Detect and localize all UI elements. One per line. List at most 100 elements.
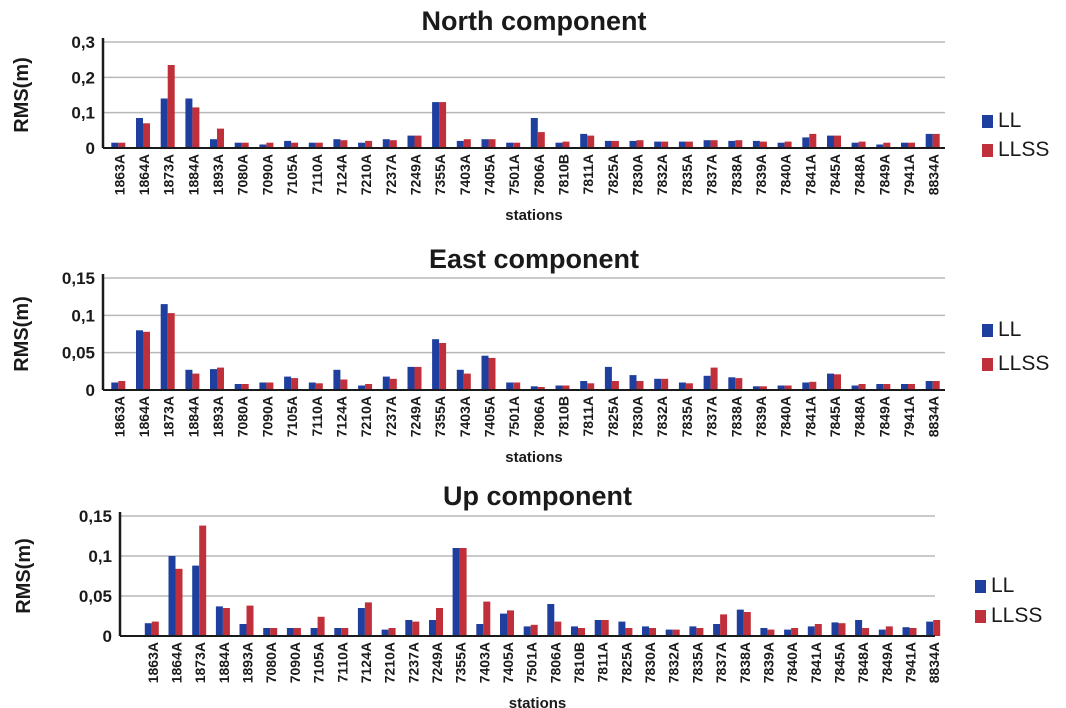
- x-tick-label: 7110A: [334, 642, 350, 682]
- x-tick-label: 7830A: [630, 154, 646, 195]
- bar-llss-7105a: [317, 616, 325, 636]
- bar-ll-7090a: [259, 382, 267, 390]
- bar-llss-1863a: [151, 621, 159, 636]
- x-tick-label: 8834A: [926, 396, 942, 437]
- bar-ll-7825a: [604, 140, 612, 148]
- bar-ll-7838a: [728, 140, 736, 148]
- bar-llss-7237a: [412, 621, 420, 636]
- bar-llss-8834a: [932, 133, 940, 148]
- bar-ll-7810b: [555, 385, 563, 390]
- bar-llss-7811a: [587, 135, 595, 148]
- x-tick-label: 7811A: [595, 642, 611, 682]
- legend-swatch-ll: [975, 580, 986, 593]
- bar-llss-7210a: [365, 140, 373, 148]
- bar-ll-7835a: [678, 141, 686, 148]
- bar-ll-7210a: [381, 629, 389, 636]
- bar-llss-7105a: [291, 378, 299, 390]
- bar-ll-7841a: [802, 137, 810, 148]
- bar-llss-1884a: [222, 608, 230, 636]
- bar-ll-7810b: [555, 142, 563, 148]
- bar-llss-7403a: [463, 139, 471, 148]
- bar-ll-7355a: [432, 102, 440, 148]
- chart-3: Up component 0 0,05 0,1 0,15 RMS(m) 1863A 1864A…: [13, 481, 1042, 708]
- bar-llss-1863a: [118, 381, 126, 390]
- x-tick-label: 7835A: [679, 154, 695, 195]
- x-axis-label: stations: [505, 207, 563, 224]
- bar-llss-1864a: [143, 331, 150, 390]
- x-tick-label: 7080A: [235, 154, 251, 195]
- bar-ll-1864a: [136, 330, 143, 390]
- x-tick-label: 1893A: [210, 154, 226, 195]
- bar-ll-7840a: [777, 142, 785, 148]
- bar-ll-1893a: [210, 139, 217, 148]
- bar-ll-7105a: [310, 628, 318, 636]
- x-tick-label: 7841A: [808, 642, 824, 683]
- x-tick-label: 7848A: [855, 642, 871, 683]
- x-tick-label: 7403A: [457, 396, 473, 437]
- bar-llss-7849a: [883, 142, 891, 148]
- legend-label-llss: LLSS: [998, 138, 1049, 161]
- y-tick-label: 0,1: [71, 306, 95, 325]
- legend-swatch-llss: [982, 144, 993, 157]
- bar-llss-1884a: [192, 373, 200, 390]
- bar-ll-7105a: [284, 376, 292, 390]
- x-tick-label: 1864A: [136, 396, 152, 437]
- bar-ll-7832a: [654, 141, 662, 148]
- y-tick-label: 0,3: [71, 33, 95, 52]
- bar-llss-7090a: [266, 142, 274, 148]
- bar-llss-7825a: [611, 381, 619, 390]
- x-tick-label: 7080A: [263, 642, 279, 683]
- bar-ll-1884a: [185, 369, 193, 390]
- bar-llss-7806a: [554, 621, 562, 636]
- bar-llss-7837a: [710, 140, 718, 148]
- bar-ll-7848a: [851, 142, 859, 148]
- bar-llss-7237a: [389, 378, 397, 390]
- bar-ll-7403a: [456, 369, 464, 390]
- bar-ll-7080a: [234, 142, 242, 148]
- bar-llss-7835a: [685, 141, 693, 148]
- bar-llss-7249a: [414, 366, 422, 390]
- x-tick-label: 7806A: [547, 642, 563, 683]
- x-tick-label: 1864A: [169, 642, 185, 683]
- chart-title: East component: [429, 244, 639, 274]
- bar-llss-7105a: [291, 142, 299, 148]
- bar-llss-7837a: [710, 367, 718, 390]
- x-tick-label: 7840A: [778, 396, 794, 437]
- bar-llss-7839a: [759, 141, 767, 148]
- bar-ll-1873a: [192, 565, 200, 636]
- bar-ll-1863a: [144, 623, 152, 636]
- bar-llss-7810b: [578, 628, 585, 636]
- bar-ll-7941a: [901, 384, 908, 390]
- legend-label-ll: LL: [998, 109, 1021, 132]
- y-tick-label: 0: [86, 381, 95, 400]
- bar-ll-7848a: [851, 385, 859, 390]
- x-tick-label: 7838A: [728, 396, 744, 437]
- bar-ll-7835a: [678, 382, 686, 390]
- bar-ll-8834a: [925, 381, 933, 390]
- x-tick-label: 7210A: [358, 396, 374, 437]
- y-tick-label: 0,15: [62, 269, 95, 288]
- x-tick-label: 7501A: [506, 396, 522, 437]
- bar-ll-7403a: [456, 140, 464, 148]
- y-axis-label: RMS(m): [11, 57, 33, 133]
- bar-llss-7090a: [266, 382, 274, 390]
- x-tick-label: 7249A: [407, 396, 423, 437]
- bar-llss-7110a: [315, 142, 323, 148]
- bar-ll-7835a: [689, 626, 697, 636]
- bar-llss-7830a: [636, 140, 644, 148]
- legend-label-llss: LLSS: [991, 604, 1042, 627]
- bar-ll-1884a: [215, 606, 223, 636]
- x-tick-label: 7405A: [500, 642, 516, 683]
- bar-ll-7105a: [284, 140, 292, 148]
- bar-llss-7405a: [507, 610, 514, 636]
- bar-ll-7237a: [405, 620, 413, 636]
- bar-llss-7355a: [439, 102, 447, 148]
- x-tick-label: 7806A: [531, 154, 547, 195]
- bar-llss-7840a: [791, 628, 799, 636]
- bar-ll-1893a: [210, 369, 217, 390]
- bar-llss-7837a: [720, 614, 728, 636]
- x-tick-label: 7355A: [453, 642, 469, 683]
- x-tick-label: 7849A: [876, 396, 892, 437]
- x-tick-label: 7825A: [605, 154, 621, 195]
